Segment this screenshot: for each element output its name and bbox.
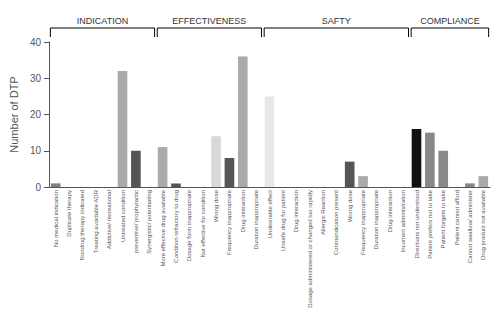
svg-text:Dosage form inappropriate: Dosage form inappropriate [186, 189, 192, 261]
svg-text:0: 0 [35, 182, 41, 193]
svg-text:Allergic Reaction: Allergic Reaction [320, 190, 326, 235]
svg-text:Treating avoidable ADR: Treating avoidable ADR [93, 189, 99, 253]
svg-text:Dosage administered or changed: Dosage administered or changed too rapid… [307, 190, 313, 308]
svg-text:Incorrect administration: Incorrect administration [400, 190, 406, 252]
svg-text:INDICATION: INDICATION [77, 16, 128, 26]
svg-text:COMPLIANCE: COMPLIANCE [420, 16, 480, 26]
svg-text:Frequency inappropriate: Frequency inappropriate [360, 189, 366, 255]
svg-text:Synergistic/ potentiating: Synergistic/ potentiating [146, 190, 152, 254]
svg-text:No medical indication: No medical indication [53, 190, 59, 247]
svg-text:Contraindication present: Contraindication present [333, 190, 339, 255]
svg-text:20: 20 [30, 109, 42, 120]
svg-text:Unsafe drug for patient: Unsafe drug for patient [280, 190, 286, 251]
svg-text:30: 30 [30, 73, 42, 84]
svg-text:Drug product not available: Drug product not available [480, 189, 486, 260]
svg-text:Patient prefers not to take: Patient prefers not to take [427, 189, 433, 258]
svg-text:SAFTY: SAFTY [322, 16, 351, 26]
svg-text:Condition refractory to drug: Condition refractory to drug [173, 190, 179, 263]
svg-text:Cannot swallow/ administer: Cannot swallow/ administer [467, 190, 473, 263]
svg-text:Number of DTP: Number of DTP [8, 76, 20, 152]
svg-text:Drug interaction: Drug interaction [387, 190, 393, 232]
svg-text:Addictive/ recreational: Addictive/ recreational [106, 190, 112, 249]
svg-text:10: 10 [30, 145, 42, 156]
svg-text:Patient forgets to take: Patient forgets to take [440, 189, 446, 248]
svg-text:Patient cannot afford: Patient cannot afford [454, 190, 460, 245]
svg-text:Duration inappropriate: Duration inappropriate [253, 189, 259, 249]
svg-text:Wrong dose: Wrong dose [213, 189, 219, 222]
svg-text:Drug interaction: Drug interaction [293, 190, 299, 232]
svg-text:Duration inappropriate: Duration inappropriate [373, 189, 379, 249]
svg-text:Drug interaction: Drug interaction [240, 190, 246, 232]
svg-text:More effective drug available: More effective drug available [160, 189, 166, 266]
svg-text:40: 40 [30, 37, 42, 48]
svg-text:EFFECTIVENESS: EFFECTIVENESS [172, 16, 246, 26]
svg-text:Duplicate therapy: Duplicate therapy [66, 190, 72, 237]
svg-text:Frequency inappropriate: Frequency inappropriate [226, 189, 232, 255]
svg-text:Wrong dose: Wrong dose [347, 189, 353, 222]
svg-text:Nondrug therapy indicated: Nondrug therapy indicated [79, 190, 85, 260]
svg-text:Directions not understood: Directions not understood [414, 190, 420, 258]
svg-text:Undesirable effect: Undesirable effect [267, 190, 273, 239]
svg-text:Not effective for condition: Not effective for condition [200, 190, 206, 258]
svg-text:Untreated condition: Untreated condition [120, 190, 126, 242]
svg-text:preventive/ prophylactic: preventive/ prophylactic [133, 190, 139, 253]
